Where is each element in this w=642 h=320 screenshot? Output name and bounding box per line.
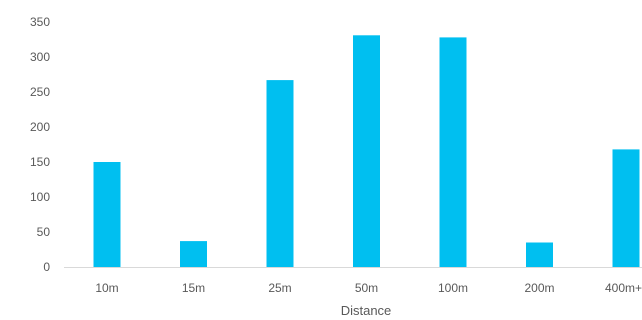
x-tick-label: 15m [182, 281, 205, 295]
y-tick-label: 350 [30, 15, 50, 29]
x-tick-label: 25m [268, 281, 291, 295]
bar-50m [353, 35, 380, 267]
x-axis-title: Distance [341, 303, 392, 318]
bars [93, 35, 640, 268]
x-tick-label: 100m [438, 281, 468, 295]
y-axis-ticks: 0 50 100 150 200 250 300 350 [30, 15, 50, 274]
bar-200m [526, 242, 553, 267]
y-tick-label: 200 [30, 120, 50, 134]
bar-10m [93, 162, 121, 267]
y-tick-label: 50 [37, 225, 51, 239]
bar-15m [180, 241, 207, 267]
x-tick-label: 400m+ [605, 281, 642, 295]
bar-25m [266, 80, 294, 267]
bar-400m+ [612, 149, 640, 267]
bar-100m [439, 37, 467, 268]
y-tick-label: 150 [30, 155, 50, 169]
x-axis-ticks: 10m 15m 25m 50m 100m 200m 400m+ [95, 281, 642, 295]
y-tick-label: 250 [30, 85, 50, 99]
y-tick-label: 100 [30, 190, 50, 204]
y-tick-label: 0 [43, 260, 50, 274]
x-tick-label: 50m [355, 281, 378, 295]
x-tick-label: 200m [524, 281, 554, 295]
y-tick-label: 300 [30, 50, 50, 64]
x-tick-label: 10m [95, 281, 118, 295]
